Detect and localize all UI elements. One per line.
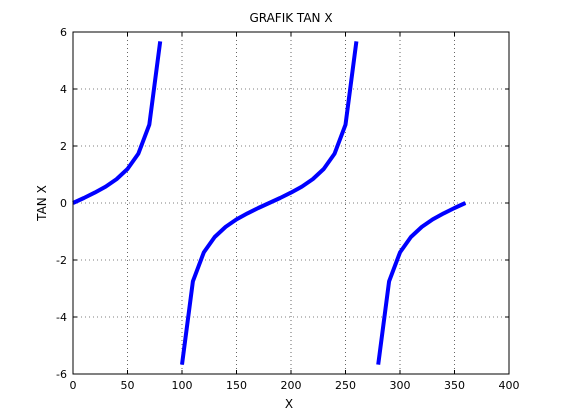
y-tick-label: 6 [60, 26, 67, 39]
y-tick-label: 4 [60, 83, 67, 96]
y-axis-label: TAN X [35, 185, 49, 222]
x-tick-label: 350 [444, 379, 465, 392]
y-tick-label: -4 [56, 311, 67, 324]
chart-title: GRAFIK TAN X [249, 11, 332, 25]
x-tick-label: 50 [121, 379, 135, 392]
ticks: 0 50 100 150 200 250 300 350 400 -6 -4 -2 0 2 4 6 [56, 26, 519, 392]
plot-area [72, 31, 510, 375]
grid [73, 32, 509, 374]
plot-border [72, 31, 510, 375]
x-tick-label: 300 [390, 379, 411, 392]
y-tick-label: -6 [56, 368, 67, 381]
x-tick-label: 250 [335, 379, 356, 392]
x-tick-label: 400 [499, 379, 520, 392]
y-tick-label: -2 [56, 254, 67, 267]
tan-curve-segment-1 [72, 41, 163, 205]
x-tick-label: 100 [172, 379, 193, 392]
x-tick-label: 200 [281, 379, 302, 392]
x-tick-label: 150 [226, 379, 247, 392]
series [72, 41, 467, 365]
tan-curve-segment-3 [376, 201, 467, 365]
x-axis-label: X [285, 397, 293, 411]
tan-curve-segment-2 [180, 41, 359, 365]
y-tick-label: 2 [60, 140, 67, 153]
x-tick-label: 0 [70, 379, 77, 392]
y-tick-label: 0 [60, 197, 67, 210]
